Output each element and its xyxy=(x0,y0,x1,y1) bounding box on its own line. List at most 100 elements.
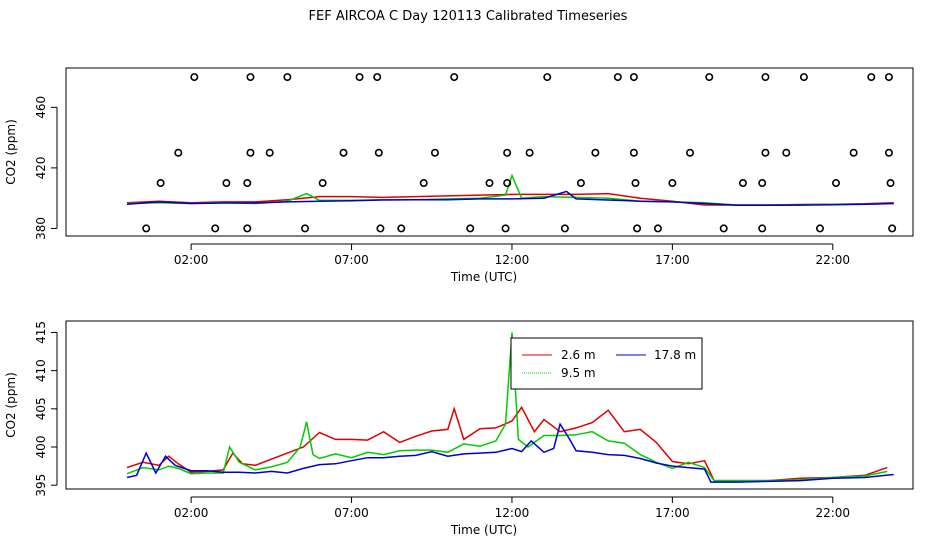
series-line-9-5-m xyxy=(126,173,894,206)
y-tick-label: 415 xyxy=(34,321,48,344)
calibration-point xyxy=(376,224,385,233)
calibration-point xyxy=(374,148,383,157)
legend-label-2-6m: 2.6 m xyxy=(561,348,596,362)
y-tick-label: 420 xyxy=(34,156,48,179)
calibration-point xyxy=(799,73,808,82)
calibration-point xyxy=(629,148,638,157)
x-tick-label: 02:00 xyxy=(174,253,209,267)
y-tick-label: 395 xyxy=(34,474,48,497)
top-calibration-points xyxy=(142,73,897,233)
calibration-point xyxy=(397,224,406,233)
calibration-point xyxy=(265,148,274,157)
y-tick-label: 405 xyxy=(34,397,48,420)
calibration-point xyxy=(430,148,439,157)
calibration-point xyxy=(884,148,893,157)
calibration-point xyxy=(738,179,747,188)
calibration-point xyxy=(283,73,292,82)
calibration-point xyxy=(243,224,252,233)
bottom-plot-frame xyxy=(65,320,914,490)
calibration-point xyxy=(355,73,364,82)
calibration-point xyxy=(576,179,585,188)
x-tick-label: 12:00 xyxy=(495,506,530,520)
x-tick-label: 07:00 xyxy=(334,253,369,267)
calibration-point xyxy=(485,179,494,188)
series-line-17-8-m xyxy=(126,190,894,207)
top-plot-frame xyxy=(65,67,914,237)
y-tick-label: 400 xyxy=(34,436,48,459)
calibration-point xyxy=(503,148,512,157)
legend-box xyxy=(510,337,703,390)
calibration-point xyxy=(758,224,767,233)
top-y-label: CO2 (ppm) xyxy=(4,119,18,185)
x-tick-label: 12:00 xyxy=(495,253,530,267)
calibration-point xyxy=(543,73,552,82)
calibration-point xyxy=(501,224,510,233)
calibration-point xyxy=(246,148,255,157)
calibration-point xyxy=(339,148,348,157)
calibration-point xyxy=(668,179,677,188)
bottom-y-label: CO2 (ppm) xyxy=(4,372,18,438)
calibration-point xyxy=(849,148,858,157)
bottom-series-layer xyxy=(126,332,894,483)
top-panel: 02:00 07:00 12:00 17:00 22:00 380 420 460 Time… xyxy=(4,67,914,284)
bottom-x-label: Time (UTC) xyxy=(450,523,517,537)
calibration-point xyxy=(174,148,183,157)
x-tick-label: 07:00 xyxy=(334,506,369,520)
legend: 2.6 m 17.8 m 9.5 m xyxy=(510,337,703,390)
top-y-axis: 380 420 460 xyxy=(34,96,58,240)
x-tick-label: 17:00 xyxy=(655,506,690,520)
y-tick-label: 410 xyxy=(34,359,48,382)
calibration-point xyxy=(156,179,165,188)
x-tick-label: 22:00 xyxy=(815,253,850,267)
calibration-point xyxy=(761,73,770,82)
calibration-point xyxy=(591,148,600,157)
bottom-x-axis: 02:00 07:00 12:00 17:00 22:00 xyxy=(174,496,850,520)
calibration-point xyxy=(560,224,569,233)
calibration-point xyxy=(243,179,252,188)
calibration-point xyxy=(758,179,767,188)
calibration-point xyxy=(653,224,662,233)
calibration-point xyxy=(867,73,876,82)
x-tick-label: 02:00 xyxy=(174,506,209,520)
calibration-point xyxy=(719,224,728,233)
calibration-point xyxy=(886,179,895,188)
top-x-label: Time (UTC) xyxy=(450,270,517,284)
calibration-point xyxy=(503,179,512,188)
calibration-point xyxy=(629,73,638,82)
top-x-axis: 02:00 07:00 12:00 17:00 22:00 xyxy=(174,243,850,267)
calibration-point xyxy=(466,224,475,233)
y-tick-label: 380 xyxy=(34,217,48,240)
calibration-point xyxy=(318,179,327,188)
legend-label-9-5m: 9.5 m xyxy=(561,366,596,380)
calibration-point xyxy=(761,148,770,157)
calibration-point xyxy=(686,148,695,157)
calibration-point xyxy=(815,224,824,233)
calibration-point xyxy=(450,73,459,82)
calibration-point xyxy=(884,73,893,82)
calibration-point xyxy=(631,179,640,188)
calibration-point xyxy=(613,73,622,82)
calibration-point xyxy=(782,148,791,157)
y-tick-label: 460 xyxy=(34,96,48,119)
calibration-point xyxy=(246,73,255,82)
legend-label-17-8m: 17.8 m xyxy=(654,348,696,362)
calibration-point xyxy=(222,179,231,188)
series-line-9-5-m xyxy=(126,332,888,482)
calibration-point xyxy=(190,73,199,82)
calibration-point xyxy=(831,179,840,188)
series-line-17-8-m xyxy=(126,422,894,483)
calibration-point xyxy=(373,73,382,82)
top-series-layer xyxy=(126,173,894,207)
calibration-point xyxy=(705,73,714,82)
calibration-point xyxy=(142,224,151,233)
series-line-2-6-m xyxy=(126,405,888,482)
calibration-point xyxy=(301,224,310,233)
x-tick-label: 22:00 xyxy=(815,506,850,520)
bottom-y-axis: 395 400 405 410 415 xyxy=(34,321,58,497)
calibration-point xyxy=(888,224,897,233)
bottom-panel: 02:00 07:00 12:00 17:00 22:00 395 400 405 410 41… xyxy=(4,320,914,537)
calibration-point xyxy=(525,148,534,157)
calibration-point xyxy=(211,224,220,233)
x-tick-label: 17:00 xyxy=(655,253,690,267)
